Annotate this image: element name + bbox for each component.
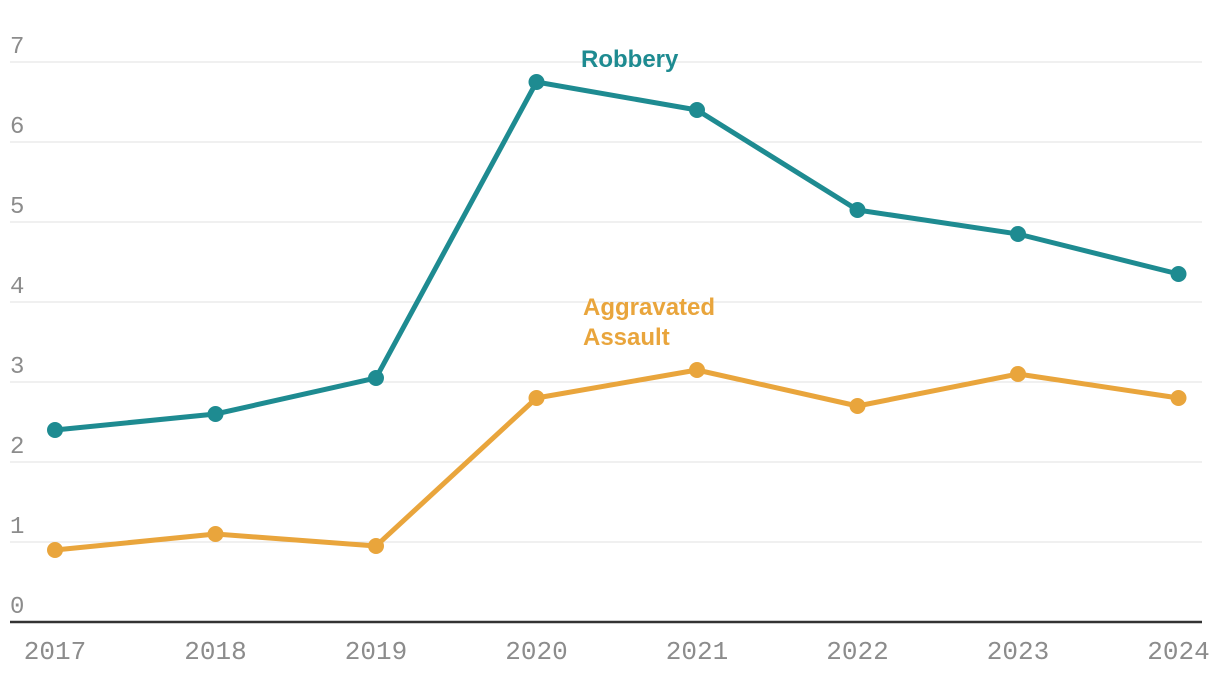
data-point-robbery-2023: [1010, 226, 1026, 242]
series-label-robbery: Robbery: [581, 46, 679, 73]
data-point-aggravated-assault-2019: [368, 538, 384, 554]
y-tick-label-3: 3: [10, 354, 24, 381]
data-point-aggravated-assault-2020: [528, 390, 545, 406]
x-tick-label-2018: 2018: [184, 637, 246, 667]
data-point-robbery-2020: [528, 74, 545, 90]
series-label-aggravated-assault: Aggravated Assault: [583, 294, 716, 351]
data-point-robbery-2018: [207, 406, 224, 422]
y-tick-label-2: 2: [10, 434, 24, 461]
y-tick-label-1: 1: [10, 514, 24, 541]
data-point-aggravated-assault-2023: [1010, 366, 1026, 382]
data-point-robbery-2019: [368, 370, 384, 386]
data-point-aggravated-assault-2024: [1170, 390, 1187, 406]
data-point-aggravated-assault-2017: [47, 542, 63, 558]
data-point-aggravated-assault-2018: [207, 526, 224, 542]
series-line-aggravated-assault: [52, 367, 1181, 553]
y-tick-label-4: 4: [10, 274, 24, 301]
x-tick-label-2022: 2022: [826, 637, 888, 667]
x-tick-label-2019: 2019: [345, 637, 407, 667]
y-tick-label-0: 0: [10, 594, 24, 621]
x-tick-label-2021: 2021: [666, 637, 728, 667]
data-point-aggravated-assault-2021: [689, 362, 705, 378]
data-point-robbery-2022: [849, 202, 866, 218]
y-tick-label-7: 7: [10, 34, 24, 61]
data-point-aggravated-assault-2022: [849, 398, 866, 414]
data-point-robbery-2017: [47, 422, 63, 438]
series-line-robbery: [52, 79, 1181, 433]
x-tick-label-2017: 2017: [24, 637, 86, 667]
x-tick-label-2024: 2024: [1147, 637, 1209, 667]
data-point-robbery-2021: [689, 102, 705, 118]
x-tick-label-2020: 2020: [505, 637, 567, 667]
data-point-robbery-2024: [1170, 266, 1187, 282]
x-tick-label-2023: 2023: [987, 637, 1049, 667]
y-tick-label-6: 6: [10, 114, 24, 141]
y-tick-label-5: 5: [10, 194, 24, 221]
